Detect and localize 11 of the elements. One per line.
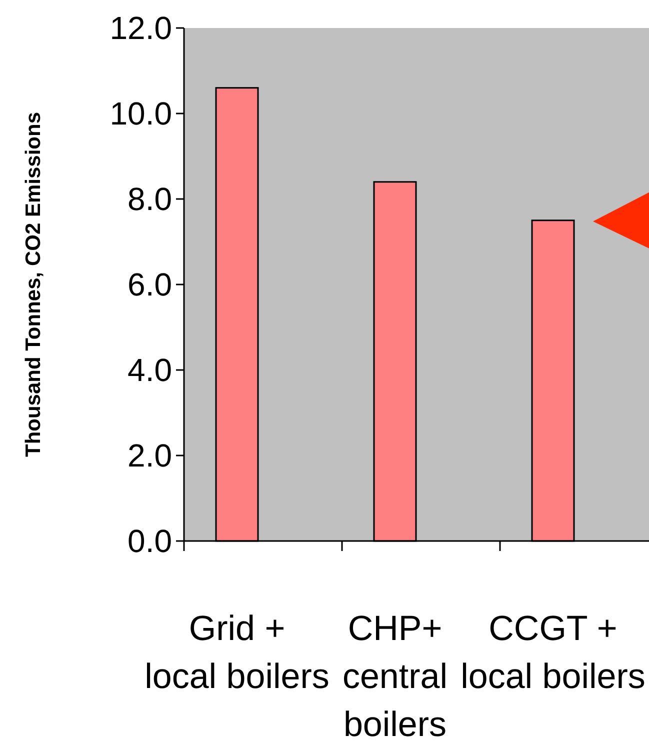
y-tick-label: 10.0 xyxy=(110,96,172,132)
y-tick-label: 2.0 xyxy=(128,438,172,474)
x-tick-label: Grid + local boilers xyxy=(144,609,330,696)
y-tick-label: 6.0 xyxy=(128,266,172,303)
y-axis-title: Thousand Tonnes, CO2 Emissions xyxy=(22,112,45,457)
y-tick-label: 8.0 xyxy=(128,181,172,218)
x-tick-label: CHP+ central boilers xyxy=(342,609,448,744)
y-tick-label: 12.0 xyxy=(110,10,172,46)
y-tick-label: 0.0 xyxy=(128,523,172,560)
x-tick-label: CCGT + local boilers xyxy=(460,609,646,696)
y-tick-label: 4.0 xyxy=(128,352,172,388)
